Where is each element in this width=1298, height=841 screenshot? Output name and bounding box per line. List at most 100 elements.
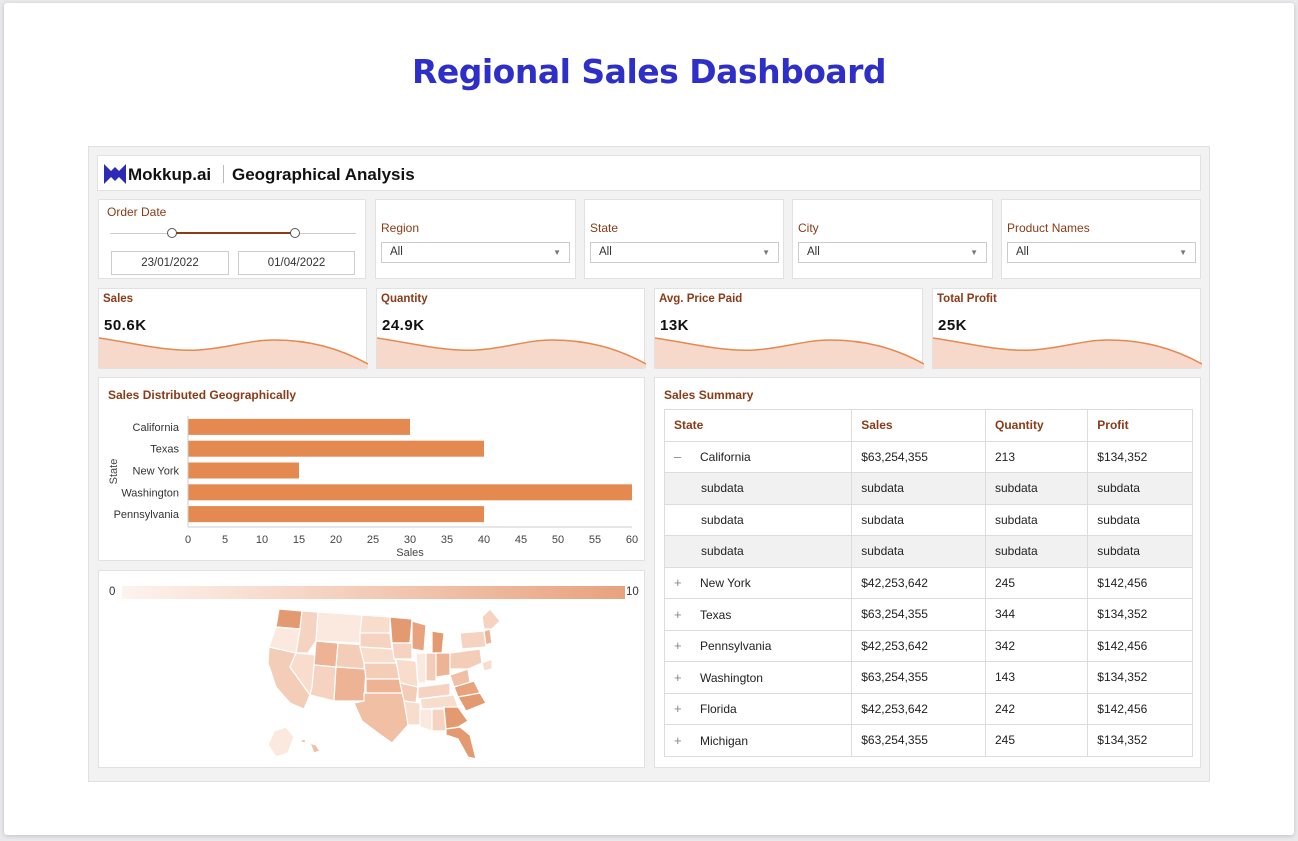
date-slider-start-handle[interactable] <box>167 228 177 238</box>
chevron-down-icon: ▼ <box>970 248 978 257</box>
state-name: Michigan <box>700 733 749 748</box>
cell-sales: $42,253,642 <box>851 629 986 662</box>
bar <box>188 484 632 501</box>
start-date-input[interactable]: 23/01/2022 <box>111 251 229 275</box>
kpi-card-avg-price: Avg. Price Paid 13K <box>654 288 924 369</box>
cell-state: subdata <box>663 503 853 536</box>
city-filter: City All ▼ <box>792 199 993 279</box>
cell-sales: $63,254,355 <box>851 724 986 757</box>
table-row: + Michigan $63,254,355 245 $134,352 <box>663 724 1193 757</box>
cell-sales: $63,254,355 <box>851 598 986 631</box>
x-tick-label: 50 <box>552 534 564 546</box>
cell-state: + Pennsylvania <box>663 629 853 662</box>
state-name: Pennsylvania <box>700 639 772 654</box>
map-scale-min: 0 <box>109 586 116 598</box>
city-select[interactable]: All ▼ <box>798 242 987 263</box>
expand-icon[interactable]: + <box>674 701 682 717</box>
cell-state: + Florida <box>663 692 853 725</box>
end-date-input[interactable]: 01/04/2022 <box>238 251 355 275</box>
cell-state: + Texas <box>663 598 853 631</box>
kpi-label: Total Profit <box>937 293 997 305</box>
expand-icon[interactable]: + <box>674 606 682 622</box>
state-name: New York <box>700 576 751 591</box>
state-name: Washington <box>700 670 763 685</box>
expand-icon[interactable]: + <box>674 669 682 685</box>
expand-icon[interactable]: + <box>674 638 682 654</box>
kpi-label: Quantity <box>381 293 428 305</box>
state-select-value: All <box>599 246 612 258</box>
kpi-card-quantity: Quantity 24.9K <box>376 288 646 369</box>
cell-sales: subdata <box>851 503 986 536</box>
table-row: + Florida $42,253,642 242 $142,456 <box>663 692 1193 725</box>
date-slider-end-handle[interactable] <box>290 228 300 238</box>
cell-profit: subdata <box>1087 535 1193 568</box>
city-label: City <box>798 221 819 235</box>
cell-quantity: subdata <box>984 472 1089 505</box>
cell-quantity: 213 <box>984 440 1089 473</box>
x-tick-label: 55 <box>589 534 601 546</box>
cell-state: + Washington <box>663 661 853 694</box>
chevron-down-icon: ▼ <box>762 248 770 257</box>
column-header[interactable]: Sales <box>851 409 986 442</box>
map-scale-max: 10 <box>626 586 639 598</box>
sales-summary-table: State Sales Quantity Profit – California $… <box>663 409 1193 757</box>
state-name: California <box>700 450 751 465</box>
bar <box>188 506 484 523</box>
state-name: Florida <box>700 702 737 717</box>
bar-chart-title: Sales Distributed Geographically <box>108 388 297 402</box>
map-color-scale <box>122 586 625 599</box>
x-tick-label: 60 <box>626 534 638 546</box>
x-tick-label: 5 <box>222 534 228 546</box>
dashboard-title: Geographical Analysis <box>232 165 415 184</box>
sparkline <box>655 337 924 368</box>
cell-state: – California <box>663 440 853 473</box>
product-select[interactable]: All ▼ <box>1007 242 1196 263</box>
cell-profit: $142,456 <box>1087 629 1193 662</box>
expand-icon[interactable]: + <box>674 732 682 748</box>
cell-state: subdata <box>663 535 853 568</box>
cell-quantity: subdata <box>984 535 1089 568</box>
cell-quantity: 143 <box>984 661 1089 694</box>
sparkline <box>377 337 646 368</box>
table-row: – California $63,254,355 213 $134,352 <box>663 440 1193 473</box>
y-axis-label: State <box>108 459 120 485</box>
region-select[interactable]: All ▼ <box>381 242 570 263</box>
x-axis-label: Sales <box>396 547 424 559</box>
x-tick-label: 35 <box>441 534 453 546</box>
cell-profit: $142,456 <box>1087 566 1193 599</box>
kpi-value: 24.9K <box>382 317 425 334</box>
chevron-down-icon: ▼ <box>553 248 561 257</box>
city-select-value: All <box>807 246 820 258</box>
us-choropleth-map[interactable] <box>254 603 504 763</box>
cell-quantity: 344 <box>984 598 1089 631</box>
cell-profit: $134,352 <box>1087 661 1193 694</box>
region-select-value: All <box>390 246 403 258</box>
column-header[interactable]: State <box>663 409 853 442</box>
expand-icon[interactable]: + <box>674 575 682 591</box>
product-label: Product Names <box>1007 221 1090 235</box>
cell-sales: $42,253,642 <box>851 692 986 725</box>
x-tick-label: 40 <box>478 534 490 546</box>
date-slider-range <box>172 232 295 234</box>
cell-profit: subdata <box>1087 503 1193 536</box>
column-header[interactable]: Quantity <box>984 409 1089 442</box>
region-filter: Region All ▼ <box>375 199 576 279</box>
collapse-icon[interactable]: – <box>674 449 682 465</box>
x-tick-label: 25 <box>367 534 379 546</box>
order-date-filter: Order Date 23/01/2022 01/04/2022 <box>98 199 366 279</box>
column-header[interactable]: Profit <box>1087 409 1193 442</box>
dashboard-header: Mokkup.ai Geographical Analysis <box>97 155 1201 191</box>
state-select[interactable]: All ▼ <box>590 242 779 263</box>
cell-quantity: 342 <box>984 629 1089 662</box>
kpi-value: 13K <box>660 317 690 334</box>
table-subrow: subdata subdata subdata subdata <box>663 472 1193 505</box>
cell-quantity: 245 <box>984 724 1089 757</box>
bar <box>188 418 410 435</box>
cell-quantity: 242 <box>984 692 1089 725</box>
x-tick-label: 15 <box>293 534 305 546</box>
region-label: Region <box>381 221 420 235</box>
kpi-label: Sales <box>103 293 134 305</box>
category-label: California <box>133 422 180 434</box>
mokkup-logo-icon <box>104 164 126 184</box>
table-row: + Texas $63,254,355 344 $134,352 <box>663 598 1193 631</box>
